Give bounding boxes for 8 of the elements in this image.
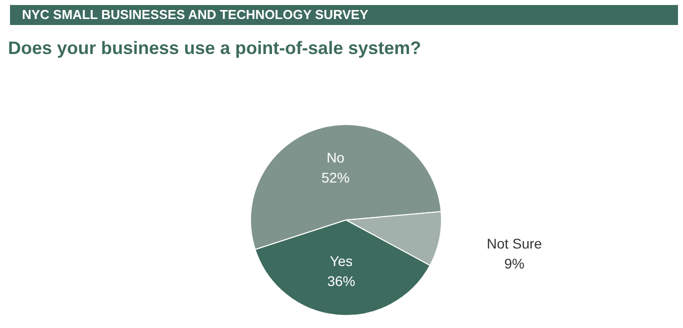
chart-title: NYC SMALL BUSINESSES AND TECHNOLOGY SURVEY [10,5,678,25]
data-label: 52% [322,169,350,186]
data-label: 36% [327,273,356,290]
slice-label: Yes [330,253,353,270]
slice-label: Not Sure [486,236,542,252]
chart-subtitle: Does your business use a point-of-sale system? [8,38,422,59]
slice-label: No [326,149,345,166]
data-label: 9% [504,256,524,272]
